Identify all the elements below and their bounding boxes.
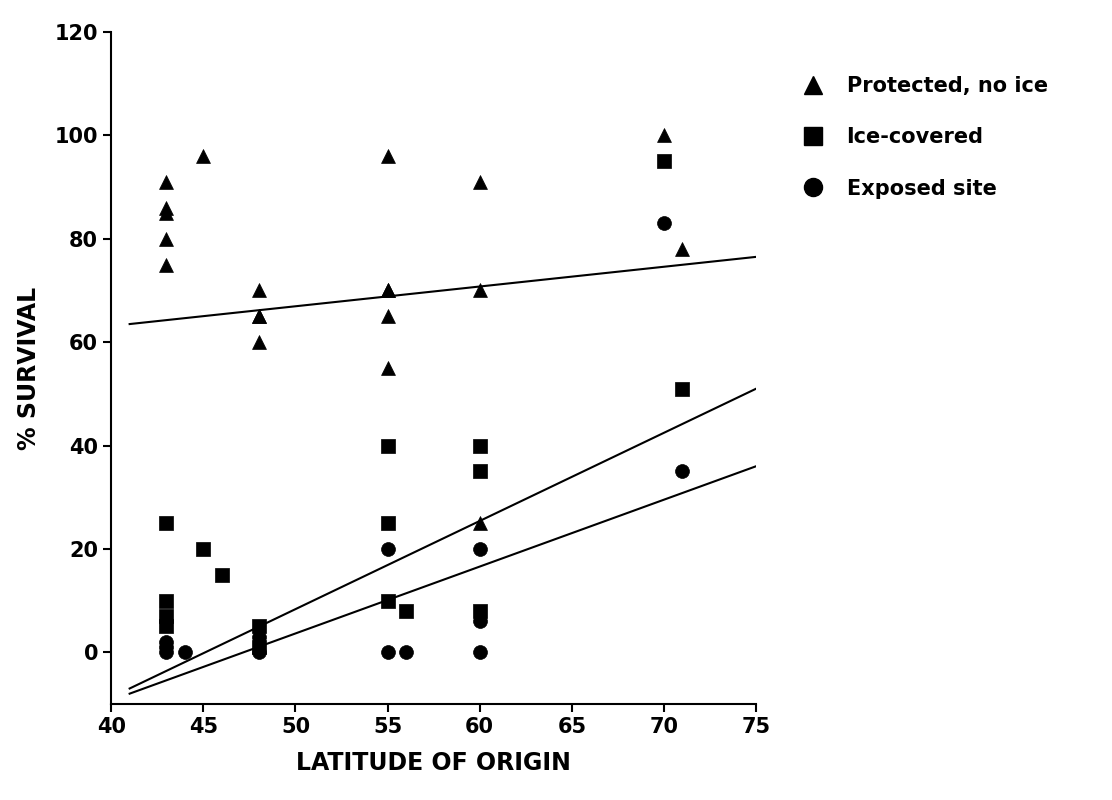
- Point: [397, 646, 415, 658]
- Point: [655, 155, 673, 168]
- Point: [158, 635, 176, 648]
- Point: [379, 362, 397, 374]
- Point: [655, 129, 673, 142]
- Point: [379, 284, 397, 297]
- Point: [470, 439, 488, 452]
- Point: [250, 336, 268, 349]
- Point: [158, 258, 176, 271]
- Point: [379, 594, 397, 607]
- Point: [250, 641, 268, 654]
- Point: [379, 439, 397, 452]
- Point: [158, 202, 176, 214]
- Point: [470, 517, 488, 530]
- Point: [158, 594, 176, 607]
- X-axis label: LATITUDE OF ORIGIN: LATITUDE OF ORIGIN: [296, 751, 572, 775]
- Point: [470, 542, 488, 555]
- Point: [379, 310, 397, 322]
- Point: [674, 382, 692, 395]
- Point: [470, 465, 488, 478]
- Point: [176, 646, 193, 658]
- Point: [250, 284, 268, 297]
- Legend: Protected, no ice, Ice-covered, Exposed site: Protected, no ice, Ice-covered, Exposed …: [793, 76, 1048, 198]
- Point: [250, 310, 268, 322]
- Y-axis label: % SURVIVAL: % SURVIVAL: [17, 286, 41, 450]
- Point: [250, 310, 268, 322]
- Point: [158, 646, 176, 658]
- Point: [158, 610, 176, 622]
- Point: [158, 232, 176, 245]
- Point: [470, 284, 488, 297]
- Point: [158, 641, 176, 654]
- Point: [195, 542, 212, 555]
- Point: [250, 646, 268, 658]
- Point: [379, 284, 397, 297]
- Point: [674, 465, 692, 478]
- Point: [158, 175, 176, 188]
- Point: [674, 242, 692, 255]
- Point: [158, 620, 176, 633]
- Point: [470, 175, 488, 188]
- Point: [470, 605, 488, 618]
- Point: [379, 646, 397, 658]
- Point: [195, 150, 212, 162]
- Point: [158, 517, 176, 530]
- Point: [379, 517, 397, 530]
- Point: [212, 568, 230, 581]
- Point: [397, 605, 415, 618]
- Point: [379, 542, 397, 555]
- Point: [379, 150, 397, 162]
- Point: [470, 615, 488, 628]
- Point: [655, 217, 673, 230]
- Point: [470, 646, 488, 658]
- Point: [250, 630, 268, 643]
- Point: [250, 620, 268, 633]
- Point: [158, 206, 176, 219]
